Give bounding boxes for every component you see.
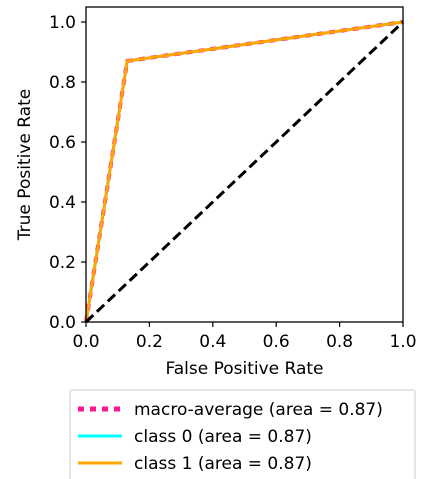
series-class-1-line — [84, 20, 404, 323]
legend-label: macro-average (area = 0.87) — [134, 400, 383, 420]
legend-label: class 0 (area = 0.87) — [134, 427, 312, 447]
y-tick-label: 0.6 — [49, 133, 76, 153]
y-tick-label: 0.8 — [49, 73, 76, 93]
y-tick-label: 1.0 — [49, 13, 76, 33]
chance-reference-line — [84, 20, 405, 324]
x-tick-label: 0.8 — [326, 332, 353, 352]
y-tick-label: 0.4 — [49, 193, 76, 213]
legend: macro-average (area = 0.87) class 0 (area… — [69, 389, 416, 479]
y-tick-label: 0.0 — [49, 313, 76, 333]
x-tick-label: 0.2 — [136, 332, 163, 352]
x-axis-ticks: 0.0 0.2 0.4 0.6 0.8 1.0 — [72, 322, 417, 352]
data-layer — [84, 20, 405, 324]
legend-frame — [69, 389, 416, 479]
x-tick-label: 0.0 — [72, 332, 99, 352]
legend-label: class 1 (area = 0.87) — [134, 454, 312, 474]
x-tick-label: 0.6 — [263, 332, 290, 352]
y-axis-ticks: 0.0 0.2 0.4 0.6 0.8 1.0 — [49, 13, 86, 333]
x-axis-label: False Positive Rate — [166, 359, 324, 379]
plot-area — [86, 7, 403, 322]
x-tick-label: 0.4 — [199, 332, 226, 352]
x-tick-label: 1.0 — [389, 332, 416, 352]
plot-frame — [85, 6, 404, 323]
y-axis-label: True Positive Rate — [15, 89, 35, 241]
y-tick-label: 0.2 — [49, 253, 76, 273]
